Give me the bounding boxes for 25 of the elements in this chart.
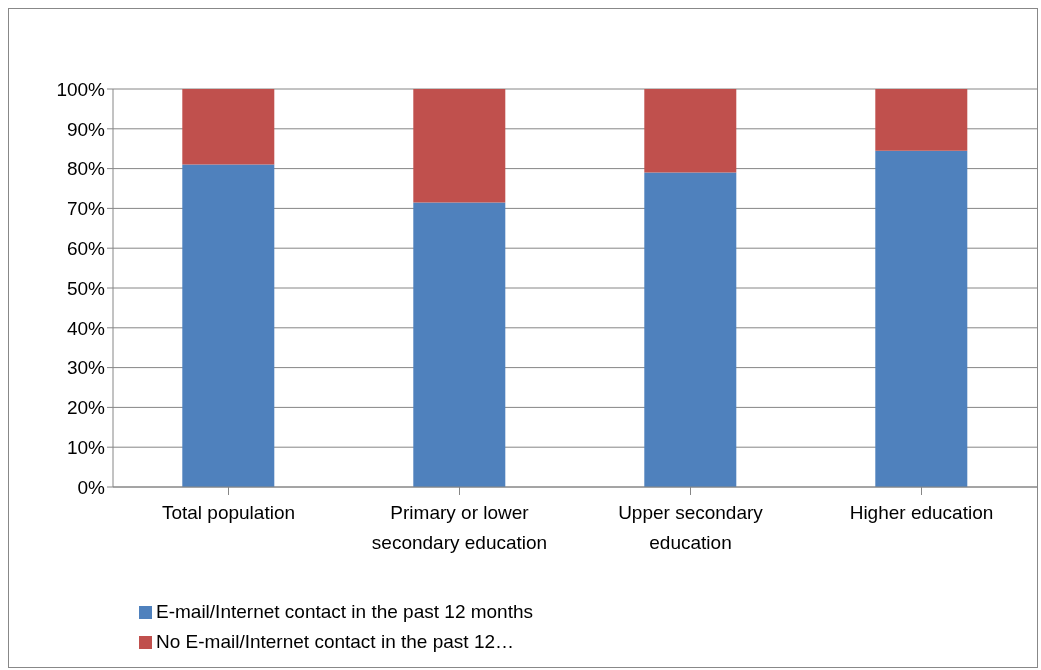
x-tick-label: Higher education bbox=[849, 502, 994, 523]
bar bbox=[413, 89, 506, 203]
y-tick-label: 20% bbox=[66, 397, 106, 419]
y-tick-label: 10% bbox=[66, 436, 106, 458]
legend-label: No E-mail/Internet contact in the past 12… bbox=[156, 631, 515, 653]
y-tick-label: 70% bbox=[66, 198, 106, 220]
y-tick-label: 30% bbox=[66, 357, 106, 379]
y-tick-label: 100% bbox=[56, 78, 106, 100]
bar bbox=[182, 89, 275, 165]
legend-label: E-mail/Internet contact in the past 12 months bbox=[156, 601, 534, 623]
y-tick-label: 80% bbox=[66, 158, 106, 180]
y-tick-label: 40% bbox=[66, 317, 106, 339]
y-tick-label: 60% bbox=[66, 237, 106, 259]
bar bbox=[875, 150, 968, 487]
x-tick-label: Upper secondary education bbox=[618, 502, 764, 553]
bar bbox=[413, 202, 506, 487]
bar bbox=[875, 89, 968, 151]
x-tick-label: Primary or lower secondary education bbox=[371, 502, 548, 553]
y-tick-label: 90% bbox=[66, 118, 106, 140]
bar bbox=[182, 164, 275, 487]
bar bbox=[644, 172, 737, 487]
bar bbox=[644, 89, 737, 173]
y-tick-label: 50% bbox=[66, 277, 106, 299]
y-tick-label: 0% bbox=[77, 476, 106, 498]
x-tick-label: Total population bbox=[161, 502, 296, 523]
